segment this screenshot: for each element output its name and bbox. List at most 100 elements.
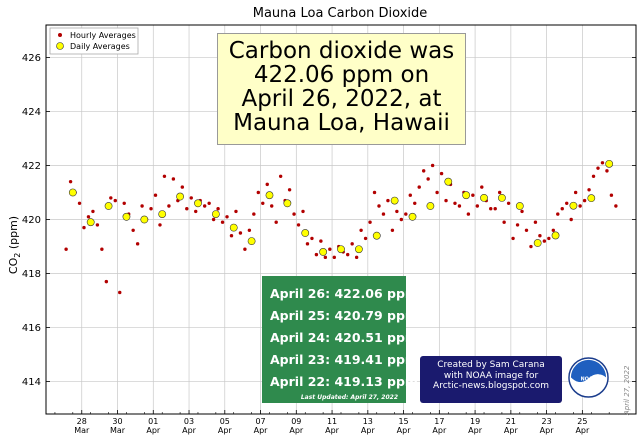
hourly-point [359, 228, 363, 233]
daily-point [462, 191, 471, 200]
y-axis-label-main: CO [7, 257, 20, 274]
hourly-point [158, 223, 162, 227]
y-tick-label: 414 [22, 377, 41, 388]
hourly-point [287, 188, 292, 192]
hourly-point [368, 220, 372, 224]
x-tick-label-month: Apr [504, 426, 519, 435]
chart-title: Mauna Loa Carbon Dioxide [253, 6, 428, 21]
hourly-point [475, 204, 480, 208]
hourly-point [109, 196, 113, 200]
y-axis-label-subscript: 2 [13, 253, 22, 258]
hourly-point [417, 185, 421, 189]
hourly-point [261, 201, 265, 205]
y-axis-label: CO2 (ppm) [7, 216, 22, 274]
hourly-series [64, 161, 618, 295]
hourly-point [346, 252, 350, 257]
hourly-point [354, 255, 359, 260]
daily-point [265, 191, 274, 200]
hourly-point [399, 217, 404, 222]
hourly-point [390, 228, 395, 233]
hourly-point [582, 198, 587, 203]
hourly-point [430, 163, 435, 168]
hourly-point [596, 166, 600, 170]
hourly-point [171, 177, 176, 181]
hourly-point [314, 252, 319, 257]
daily-point [211, 210, 220, 218]
legend-box [49, 27, 139, 55]
daily-point [68, 188, 77, 197]
headline-line: Mauna Loa, Hawaii [233, 110, 450, 136]
headline-line: Carbon dioxide was [228, 38, 455, 64]
headline-box: Carbon dioxide was 422.06 ppm on April 2… [217, 33, 466, 145]
hourly-point [435, 190, 439, 195]
hourly-point [502, 220, 506, 224]
hourly-point [493, 206, 497, 211]
hourly-point [471, 193, 475, 197]
hourly-point [511, 236, 515, 241]
daily-point [551, 231, 560, 240]
y-axis-label-unit: (ppm) [7, 216, 20, 253]
hourly-point [140, 204, 144, 208]
hourly-point [305, 242, 310, 246]
hourly-point [265, 182, 269, 187]
x-tick-label-month: Apr [575, 426, 590, 435]
x-tick-label-month: Apr [540, 426, 555, 435]
y-axis: 414 416 418 420 422 424 426 [22, 53, 636, 388]
y-tick-label: 416 [22, 323, 41, 334]
hourly-point [381, 212, 386, 216]
x-tick-label-month: Apr [289, 426, 304, 435]
x-tick-label-day: 03 [184, 417, 194, 426]
y-tick-label: 422 [22, 161, 41, 172]
noaa-logo-text: NOAA [581, 376, 597, 382]
x-tick-label-month: Apr [146, 426, 161, 435]
credit-line: with NOAA image for [443, 370, 539, 381]
x-tick-label-month: Mar [74, 426, 90, 435]
hourly-point [363, 236, 368, 241]
legend: Hourly Averages Daily Averages [49, 27, 139, 55]
hourly-point [310, 236, 314, 241]
hourly-point [216, 206, 220, 211]
hourly-point [229, 234, 234, 238]
daily-point [533, 239, 542, 247]
hourly-point [202, 204, 207, 208]
hourly-point [408, 193, 412, 197]
daily-point [140, 215, 149, 224]
x-tick-label-day: 01 [148, 417, 158, 426]
hourly-point [614, 204, 618, 208]
hourly-point [86, 215, 91, 219]
hourly-point [278, 174, 283, 178]
x-tick-label-day: 21 [506, 417, 516, 426]
hourly-point [538, 234, 542, 238]
recent-value-row: April 22: 419.13 ppm [270, 374, 418, 389]
daily-series [68, 159, 614, 256]
daily-point [372, 231, 381, 240]
daily-point [605, 159, 614, 168]
daily-point [319, 248, 328, 256]
headline-line: 422.06 ppm on [253, 62, 430, 88]
hourly-point [252, 212, 256, 216]
daily-point [444, 177, 453, 186]
hourly-point [587, 188, 591, 192]
hourly-point [328, 247, 332, 251]
hourly-point [323, 255, 328, 260]
daily-point [283, 199, 292, 208]
hourly-point [189, 196, 193, 200]
x-tick-label-day: 23 [542, 417, 552, 426]
x-tick-label-month: Apr [432, 426, 447, 435]
daily-point [122, 212, 131, 221]
hourly-point [113, 198, 117, 203]
hourly-point [292, 212, 296, 216]
legend-hourly-marker [58, 33, 62, 37]
hourly-point [220, 220, 225, 224]
hourly-point [413, 201, 417, 205]
hourly-point [529, 244, 533, 249]
hourly-point [77, 201, 82, 205]
x-tick-label-month: Apr [397, 426, 412, 435]
daily-point [515, 202, 524, 210]
recent-values-box: April 26: 422.06 ppm April 25: 420.79 pp… [262, 276, 418, 403]
daily-point [480, 193, 488, 202]
hourly-point [404, 212, 408, 216]
hourly-point [350, 242, 354, 246]
hourly-point [600, 161, 605, 165]
hourly-point [243, 247, 247, 251]
